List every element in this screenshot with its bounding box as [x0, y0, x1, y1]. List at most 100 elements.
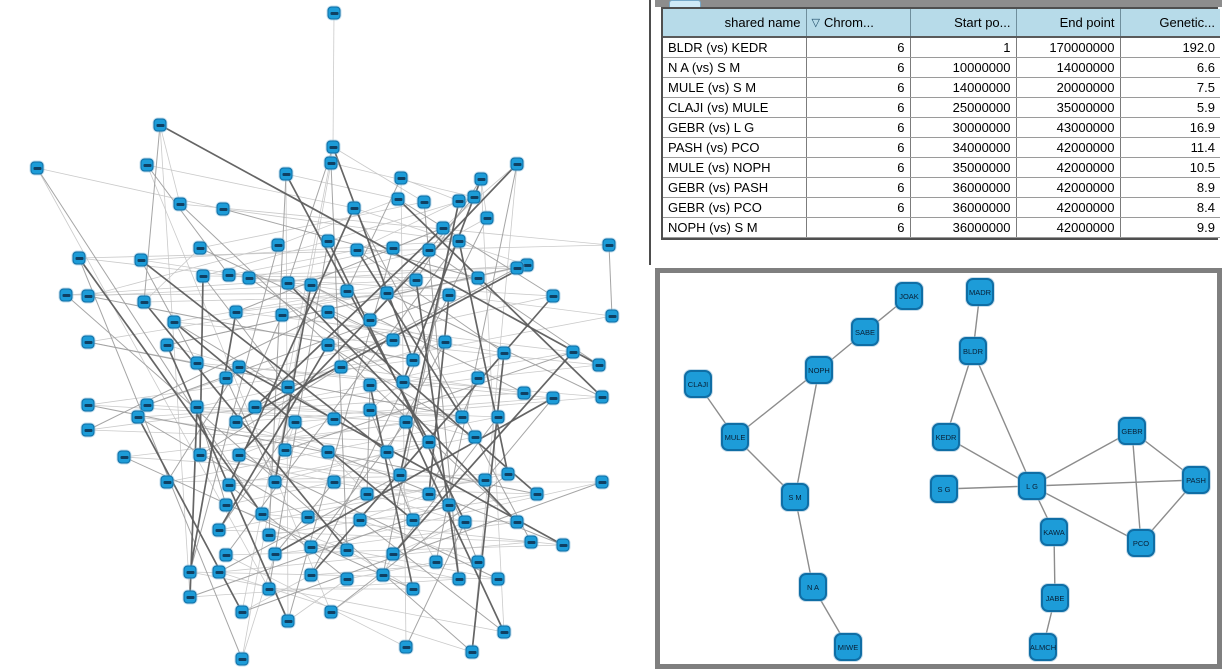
network-node[interactable] [406, 582, 420, 596]
table-row[interactable]: MULE (vs) S M 6 14000000 20000000 7.5 [663, 77, 1220, 98]
network-node[interactable] [324, 156, 338, 170]
network-node[interactable] [212, 565, 226, 579]
network-node[interactable] [595, 475, 609, 489]
panel-divider[interactable] [649, 0, 651, 265]
network-node-pash[interactable]: PASH [1182, 466, 1210, 494]
network-node[interactable] [153, 118, 167, 132]
network-node[interactable] [140, 158, 154, 172]
network-node[interactable] [510, 261, 524, 275]
network-node[interactable] [281, 614, 295, 628]
network-node[interactable] [497, 625, 511, 639]
network-node[interactable] [471, 555, 485, 569]
network-node[interactable] [183, 590, 197, 604]
network-node[interactable] [353, 513, 367, 527]
table-row[interactable]: GEBR (vs) L G 6 30000000 43000000 16.9 [663, 117, 1220, 138]
network-node[interactable] [262, 528, 276, 542]
table-row[interactable]: NOPH (vs) S M 6 36000000 42000000 9.9 [663, 217, 1220, 238]
table-cell[interactable]: 10000000 [910, 57, 1017, 78]
network-node[interactable] [219, 371, 233, 385]
network-node[interactable] [546, 391, 560, 405]
network-node[interactable] [467, 190, 481, 204]
network-node-kawa[interactable]: KAWA [1040, 518, 1068, 546]
network-node[interactable] [321, 338, 335, 352]
network-node[interactable] [183, 565, 197, 579]
table-cell[interactable]: 9.9 [1120, 217, 1220, 238]
network-node[interactable] [321, 305, 335, 319]
table-cell[interactable]: 14000000 [910, 77, 1017, 98]
table-cell[interactable]: 1 [910, 37, 1017, 58]
table-cell[interactable]: 43000000 [1016, 117, 1121, 138]
network-node[interactable] [510, 157, 524, 171]
network-node[interactable] [72, 251, 86, 265]
table-cell[interactable]: 20000000 [1016, 77, 1121, 98]
network-node[interactable] [117, 450, 131, 464]
network-node[interactable] [167, 315, 181, 329]
network-node[interactable] [474, 172, 488, 186]
network-node[interactable] [350, 243, 364, 257]
table-cell[interactable]: GEBR (vs) PCO [663, 197, 807, 218]
network-node-s-g[interactable]: S G [930, 475, 958, 503]
table-row[interactable]: N A (vs) S M 6 10000000 14000000 6.6 [663, 57, 1220, 78]
column-header-end-point[interactable]: End point [1016, 9, 1121, 38]
network-node[interactable] [406, 513, 420, 527]
network-node[interactable] [480, 211, 494, 225]
network-node[interactable] [160, 338, 174, 352]
network-node[interactable] [363, 313, 377, 327]
network-node[interactable] [212, 523, 226, 537]
network-node[interactable] [491, 572, 505, 586]
network-node[interactable] [279, 167, 293, 181]
network-node[interactable] [452, 234, 466, 248]
network-node[interactable] [271, 238, 285, 252]
network-node[interactable] [546, 289, 560, 303]
table-cell[interactable]: 36000000 [910, 177, 1017, 198]
network-node-jabe[interactable]: JABE [1041, 584, 1069, 612]
table-cell[interactable]: NOPH (vs) S M [663, 217, 807, 238]
table-cell[interactable]: 6.6 [1120, 57, 1220, 78]
network-node[interactable] [471, 371, 485, 385]
network-node[interactable] [399, 415, 413, 429]
table-cell[interactable]: MULE (vs) S M [663, 77, 807, 98]
network-node[interactable] [340, 543, 354, 557]
table-cell[interactable]: 6 [806, 157, 911, 178]
table-cell[interactable]: 42000000 [1016, 157, 1121, 178]
network-node[interactable] [304, 568, 318, 582]
table-cell[interactable]: 8.4 [1120, 197, 1220, 218]
table-cell[interactable]: MULE (vs) NOPH [663, 157, 807, 178]
table-cell[interactable]: PASH (vs) PCO [663, 137, 807, 158]
network-node[interactable] [327, 6, 341, 20]
table-cell[interactable]: GEBR (vs) L G [663, 117, 807, 138]
network-node[interactable] [173, 197, 187, 211]
network-node[interactable] [605, 309, 619, 323]
table-cell[interactable]: 34000000 [910, 137, 1017, 158]
network-node[interactable] [59, 288, 73, 302]
network-node[interactable] [530, 487, 544, 501]
network-node-miwe[interactable]: MIWE [834, 633, 862, 661]
network-node[interactable] [409, 273, 423, 287]
table-cell[interactable]: 6 [806, 117, 911, 138]
network-node[interactable] [386, 241, 400, 255]
table-row[interactable]: MULE (vs) NOPH 6 35000000 42000000 10.5 [663, 157, 1220, 178]
table-cell[interactable]: 6 [806, 97, 911, 118]
table-cell[interactable]: 6 [806, 77, 911, 98]
table-cell[interactable]: 170000000 [1016, 37, 1121, 58]
table-cell[interactable]: 10.5 [1120, 157, 1220, 178]
network-node[interactable] [222, 478, 236, 492]
network-node[interactable] [248, 400, 262, 414]
table-cell[interactable]: 6 [806, 137, 911, 158]
table-cell[interactable]: 5.9 [1120, 97, 1220, 118]
network-node[interactable] [326, 140, 340, 154]
network-node[interactable] [417, 195, 431, 209]
table-cell[interactable]: 25000000 [910, 97, 1017, 118]
network-node[interactable] [468, 430, 482, 444]
network-node[interactable] [134, 253, 148, 267]
network-node[interactable] [436, 221, 450, 235]
network-node[interactable] [458, 515, 472, 529]
table-cell[interactable]: 42000000 [1016, 137, 1121, 158]
network-node[interactable] [193, 241, 207, 255]
network-node[interactable] [394, 171, 408, 185]
table-panel-tab[interactable] [669, 0, 701, 7]
table-cell[interactable]: 30000000 [910, 117, 1017, 138]
network-node[interactable] [406, 353, 420, 367]
network-node[interactable] [268, 475, 282, 489]
network-node[interactable] [242, 271, 256, 285]
